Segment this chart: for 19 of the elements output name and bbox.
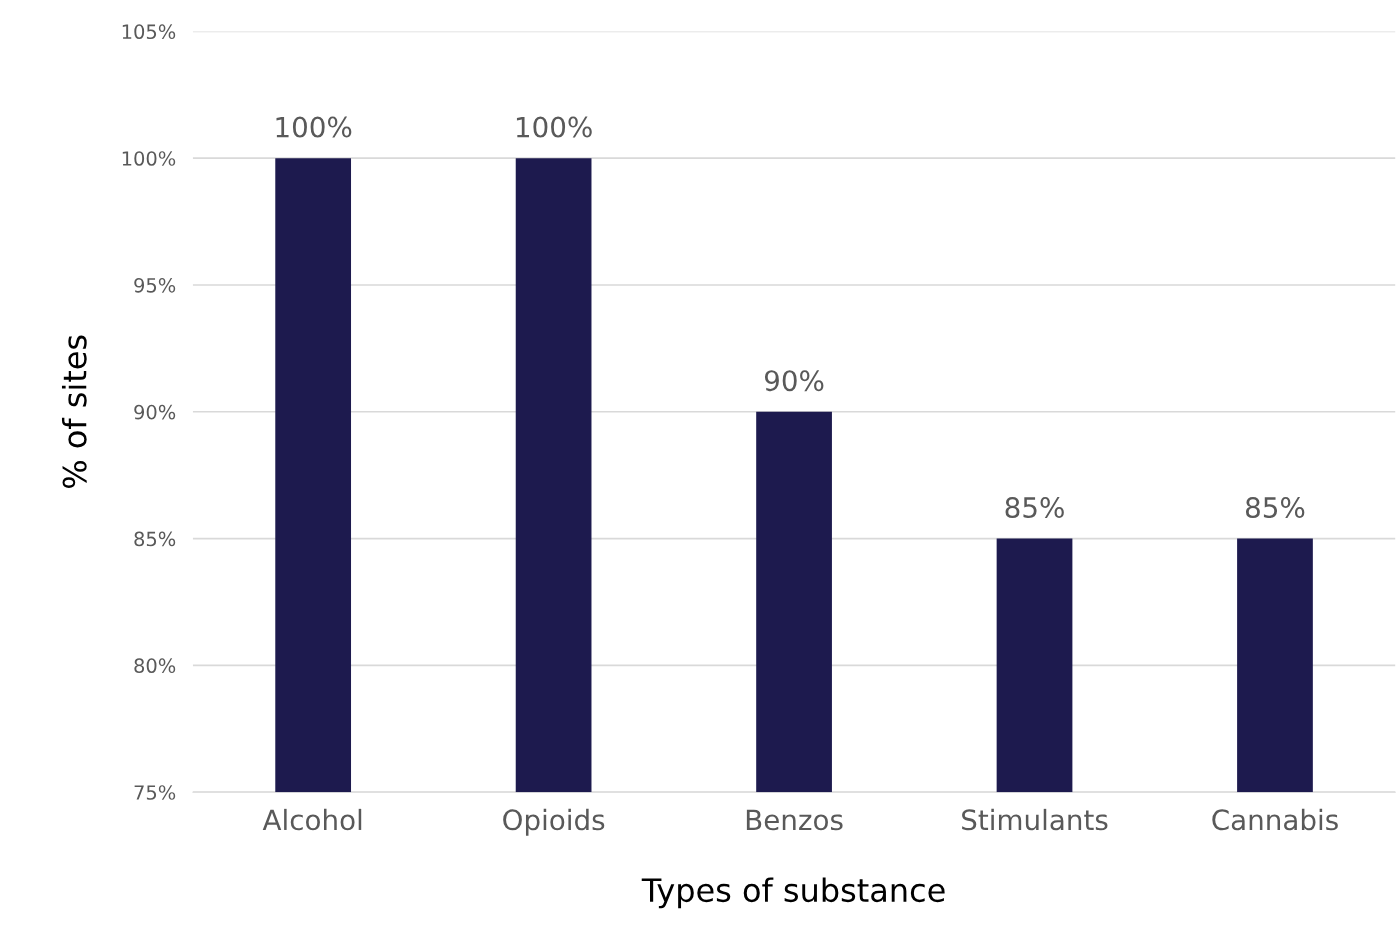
y-tick-label: 75% xyxy=(134,785,176,800)
data-label: 100% xyxy=(516,116,592,138)
data-label: 85% xyxy=(1245,496,1305,518)
data-label: 90% xyxy=(764,370,824,392)
x-tick-label: Alcohol xyxy=(262,808,362,831)
data-label: 85% xyxy=(1005,496,1064,518)
y-tick-label: 100% xyxy=(122,151,176,166)
x-axis-title: Types of substance xyxy=(641,877,945,909)
y-axis-title: % of sites xyxy=(61,335,87,488)
x-tick-label: Stimulants xyxy=(962,808,1108,831)
x-tick-label: Benzos xyxy=(746,809,843,831)
y-tick-label: 85% xyxy=(134,531,176,547)
x-tick-label: Opioids xyxy=(503,808,605,836)
y-tick-label: 80% xyxy=(134,658,176,674)
y-tick-label: 105% xyxy=(122,24,176,40)
y-tick-label: 95% xyxy=(134,277,176,293)
y-tick-label: 90% xyxy=(134,404,176,420)
data-label: 100% xyxy=(276,116,352,138)
x-tick-label: Cannabis xyxy=(1212,808,1338,831)
